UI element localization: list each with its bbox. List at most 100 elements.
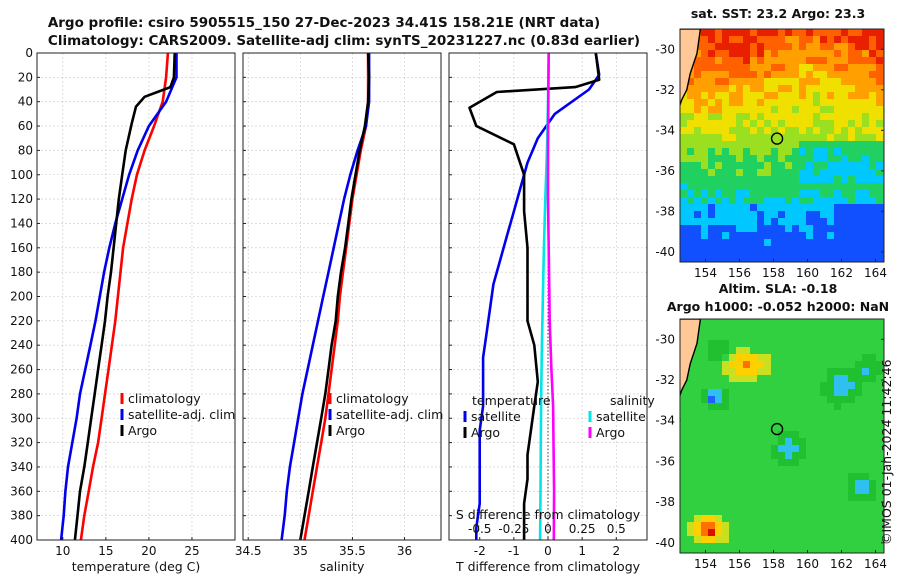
map-cell	[848, 326, 856, 334]
map-cell	[764, 480, 772, 488]
map-cell	[813, 424, 821, 432]
map-cell	[736, 141, 744, 149]
map-cell	[729, 438, 737, 446]
map-cell	[736, 169, 744, 177]
map-cell	[778, 340, 786, 348]
map-cell	[764, 501, 772, 509]
map-lon-tick-label: 160	[796, 557, 819, 571]
map-cell	[694, 466, 702, 474]
map-cell	[715, 134, 723, 142]
map-cell	[694, 389, 702, 397]
map-cell	[750, 232, 758, 240]
y-tick-label: 300	[10, 411, 33, 425]
map-cell	[876, 106, 884, 114]
map-cell	[778, 501, 786, 509]
map-cell	[799, 120, 807, 128]
map-cell	[729, 43, 737, 51]
map-cell	[729, 494, 737, 502]
map-cell	[792, 354, 800, 362]
map-cell	[708, 225, 716, 233]
map-cell	[694, 459, 702, 467]
map-cell	[785, 396, 793, 404]
map-cell	[862, 375, 870, 383]
map-cell	[708, 120, 716, 128]
map-cell	[694, 438, 702, 446]
map-cell	[771, 438, 779, 446]
map-cell	[750, 424, 758, 432]
map-cell	[827, 438, 835, 446]
map-cell	[834, 494, 842, 502]
map-cell	[778, 134, 786, 142]
map-cell	[771, 473, 779, 481]
map-cell	[785, 197, 793, 205]
map-cell	[722, 403, 730, 411]
map-cell	[841, 85, 849, 93]
map-cell	[687, 78, 695, 86]
map-cell	[694, 260, 702, 262]
map-cell	[827, 78, 835, 86]
map-cell	[729, 396, 737, 404]
map-cell	[876, 43, 884, 51]
map-cell	[841, 410, 849, 418]
map-cell	[778, 50, 786, 58]
map-cell	[813, 141, 821, 149]
map-cell	[855, 148, 863, 156]
map-cell	[834, 543, 842, 551]
map-cell	[729, 452, 737, 460]
map-cell	[813, 445, 821, 453]
y-tick-label: 260	[10, 363, 33, 377]
map-cell	[687, 480, 695, 488]
map-lon-tick-label: 162	[830, 266, 853, 280]
map-cell	[708, 410, 716, 418]
map-cell	[722, 50, 730, 58]
map-cell	[764, 239, 772, 247]
y-tick-label: 160	[10, 241, 33, 255]
map-cell	[813, 354, 821, 362]
map-cell	[869, 354, 877, 362]
map-cell	[757, 494, 765, 502]
map-cell	[855, 452, 863, 460]
legend-entry: satellite-adj. clim	[128, 407, 235, 422]
map-cell	[722, 354, 730, 362]
map-cell	[722, 522, 730, 530]
x-axis-label: salinity	[320, 559, 365, 574]
map-cell	[876, 113, 884, 121]
map-cell	[799, 36, 807, 44]
map-cell	[799, 340, 807, 348]
map-cell	[722, 550, 730, 553]
map-cell	[764, 113, 772, 121]
map-cell	[869, 232, 877, 240]
map-cell	[708, 148, 716, 156]
map-cell	[834, 347, 842, 355]
map-cell	[792, 169, 800, 177]
map-cell	[708, 424, 716, 432]
map-cell	[792, 64, 800, 72]
map-cell	[820, 50, 828, 58]
map-cell	[855, 347, 863, 355]
map-cell	[771, 361, 779, 369]
map-cell	[834, 253, 842, 261]
map-cell	[701, 92, 709, 100]
map-cell	[715, 543, 723, 551]
map-cell	[827, 487, 835, 495]
map-cell	[785, 333, 793, 341]
map-cell	[869, 494, 877, 502]
map-cell	[792, 375, 800, 383]
map-cell	[771, 120, 779, 128]
map-cell	[785, 550, 793, 553]
map-cell	[855, 113, 863, 121]
map-cell	[820, 340, 828, 348]
map-cell	[820, 515, 828, 523]
map-cell	[722, 361, 730, 369]
map-cell	[764, 232, 772, 240]
map-cell	[785, 361, 793, 369]
map-cell	[813, 487, 821, 495]
map-cell	[820, 354, 828, 362]
map-cell	[806, 501, 814, 509]
map-cell	[869, 410, 877, 418]
map-cell	[715, 375, 723, 383]
map-cell	[855, 225, 863, 233]
map-cell	[785, 445, 793, 453]
map-cell	[722, 120, 730, 128]
map-cell	[862, 183, 870, 191]
